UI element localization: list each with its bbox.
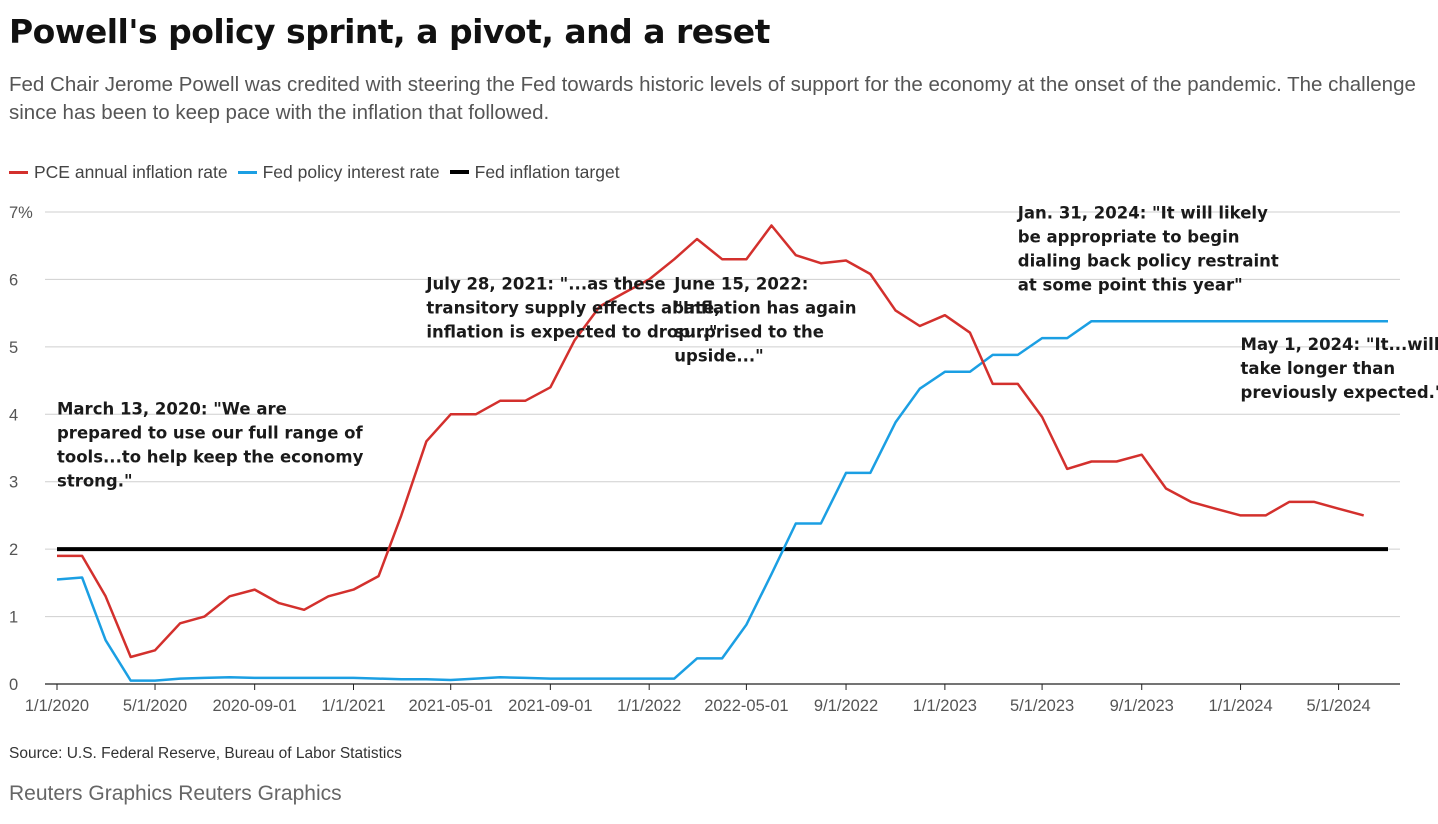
annotation-line: transitory supply effects abate, — [426, 299, 720, 318]
legend-label-pce: PCE annual inflation rate — [34, 161, 228, 182]
y-tick-label: 0 — [9, 676, 18, 694]
annotation-line: inflation is expected to drop..." — [426, 323, 717, 342]
annotation: June 15, 2022: "Inflation has again surpri… — [673, 275, 856, 366]
annotation-line: prepared to use our full range of — [57, 423, 363, 442]
legend-label-fed-rate: Fed policy interest rate — [262, 161, 440, 182]
y-tick-label: 3 — [9, 474, 18, 492]
annotation: July 28, 2021: "...as these transitory su… — [425, 275, 720, 342]
x-tick-label: 1/1/2023 — [913, 697, 977, 715]
annotation-line: at some point this year" — [1018, 276, 1243, 295]
x-tick-label: 5/1/2023 — [1010, 697, 1074, 715]
x-tick-label: 2021-05-01 — [409, 697, 493, 715]
annotation-line: Jan. 31, 2024: "It will likely — [1017, 204, 1268, 223]
annotation-line: June 15, 2022: — [673, 275, 808, 294]
x-tick-label: 2021-09-01 — [508, 697, 592, 715]
x-tick-label: 9/1/2022 — [814, 697, 878, 715]
legend-swatch-target — [449, 170, 469, 174]
annotation: March 13, 2020: "We are prepared to use o… — [57, 399, 364, 490]
y-tick-label: 7% — [9, 204, 33, 222]
source-note: Source: U.S. Federal Reserve, Bureau of … — [9, 745, 402, 762]
y-tick-label: 1 — [9, 609, 18, 627]
x-tick-label: 5/1/2020 — [123, 697, 187, 715]
legend-label-target: Fed inflation target — [474, 161, 620, 182]
annotation-line: previously expected." — [1241, 383, 1438, 402]
y-tick-label: 2 — [9, 541, 18, 559]
series-line-fed-rate — [56, 319, 1388, 682]
annotation: May 1, 2024: "It...will take longer than p… — [1241, 335, 1438, 402]
x-tick-label: 2020-09-01 — [212, 697, 296, 715]
legend: PCE annual inflation rate Fed policy int… — [9, 160, 630, 184]
annotation-line: May 1, 2024: "It...will — [1241, 335, 1438, 354]
annotation-line: dialing back policy restraint — [1018, 252, 1279, 271]
x-tick-label: 1/1/2020 — [25, 697, 89, 715]
credit-line: Reuters Graphics Reuters Graphics — [9, 782, 342, 805]
annotation-line: July 28, 2021: "...as these — [425, 275, 665, 294]
annotation-line: tools...to help keep the economy — [57, 447, 364, 466]
legend-item-target: Fed inflation target — [449, 161, 620, 183]
chart-subtitle: Fed Chair Jerome Powell was credited wit… — [9, 73, 1416, 124]
annotation-line: "Inflation has again — [674, 299, 856, 318]
x-tick-label: 5/1/2024 — [1306, 697, 1370, 715]
annotation-line: surprised to the — [674, 323, 824, 342]
x-tick-label: 9/1/2023 — [1110, 697, 1174, 715]
annotation-line: upside..." — [674, 347, 763, 366]
y-tick-label: 6 — [9, 271, 18, 289]
annotation-line: take longer than — [1241, 359, 1396, 378]
annotation-line: be appropriate to begin — [1018, 228, 1240, 247]
x-tick-label: 1/1/2021 — [321, 697, 385, 715]
x-tick-label: 1/1/2022 — [617, 697, 681, 715]
series-line-pce — [57, 224, 1365, 659]
legend-item-fed-rate: Fed policy interest rate — [237, 161, 440, 183]
annotation-line: strong." — [57, 471, 133, 490]
annotation-line: March 13, 2020: "We are — [57, 399, 287, 418]
legend-swatch-fed-rate — [237, 170, 257, 174]
y-tick-label: 5 — [9, 339, 18, 357]
x-tick-label: 1/1/2024 — [1208, 697, 1272, 715]
annotation: Jan. 31, 2024: "It will likely be appropr… — [1017, 204, 1279, 295]
x-tick-label: 2022-05-01 — [704, 697, 788, 715]
legend-swatch-pce — [9, 170, 28, 174]
chart-title: Powell's policy sprint, a pivot, and a r… — [9, 12, 770, 51]
y-tick-label: 4 — [9, 406, 18, 424]
legend-item-pce: PCE annual inflation rate — [9, 162, 228, 183]
